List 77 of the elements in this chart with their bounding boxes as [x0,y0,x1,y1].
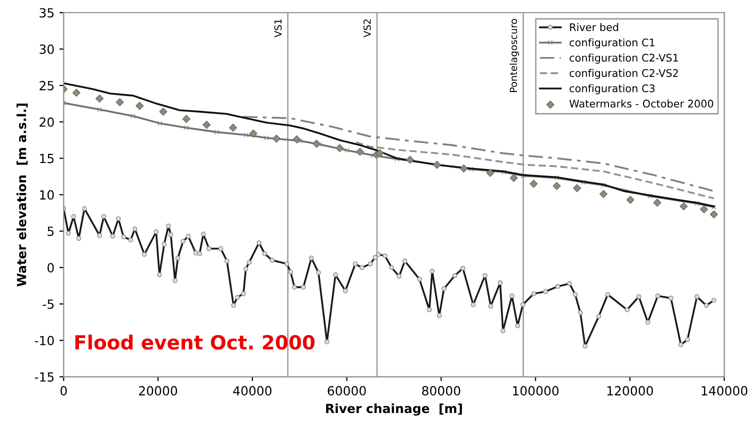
legend-label: configuration C2-VS2 [570,68,678,79]
point [344,148,350,153]
point [229,124,238,132]
point [510,174,518,182]
point [626,196,634,204]
point [72,88,80,97]
point [272,134,280,143]
y-tick-label: -10 [34,336,54,346]
line-series [355,141,715,200]
point [486,168,494,177]
ref-line-label: Pontelagoscuro [510,18,520,92]
point [406,156,414,164]
legend-label: River bed [570,23,618,32]
point [182,114,190,123]
point [184,125,189,130]
y-tick-label: 30 [40,44,54,54]
point [336,144,344,152]
x-tick-label: 0 [60,386,67,396]
legend-label: Watermarks - October 2000 [569,99,714,108]
y-tick-label: 10 [40,190,54,200]
point [530,180,538,188]
point [680,202,688,210]
point [214,130,219,135]
x-axis-title: River chainage [m] [326,403,462,416]
point [370,152,376,158]
x-tick-label: 80000 [422,386,460,396]
y-tick-label: -5 [42,300,54,309]
y-tick-label: 15 [40,154,54,164]
point [501,170,506,175]
y-tick-label: 20 [40,117,54,127]
point [552,182,561,190]
point [653,198,662,207]
point [356,148,364,156]
x-tick-label: 140000 [702,386,748,396]
point [202,120,211,129]
legend-label: configuration C3 [570,84,655,94]
y-tick-label: 25 [40,80,54,90]
annotation: Flood event Oct. 2000 [75,334,315,350]
y-tick-label: -15 [34,372,54,382]
y-tick-label: 0 [48,263,54,272]
point [130,114,136,118]
x-tick-label: 120000 [607,386,653,396]
y-tick-label: 35 [40,8,54,18]
y-axis-title: Water elevation [m a.s.l.] [16,104,28,286]
x-tick-label: 100000 [513,386,559,396]
point [96,94,104,103]
x-tick-label: 60000 [328,386,366,396]
point [264,135,270,140]
point [601,182,606,188]
x-tick-label: 20000 [139,386,178,396]
y-tick-label: 5 [48,226,54,236]
point [599,190,608,198]
point [244,132,249,138]
ref-line-label: VS2 [364,19,371,38]
point [312,140,321,148]
point [159,108,168,116]
line-series [64,100,716,210]
point [298,138,303,144]
point [292,135,301,144]
point [432,160,441,169]
point [249,130,258,138]
point [468,166,474,172]
point [700,205,708,214]
point [157,120,162,126]
point [116,98,124,106]
point [710,210,718,218]
point [460,164,468,173]
point [648,194,653,199]
point [376,149,384,158]
legend-label: configuration C2-VS1 [570,54,678,64]
ref-line-label: VS1 [274,19,282,38]
point [136,102,144,110]
point [573,184,582,192]
line-series [242,116,715,192]
x-tick-label: 40000 [233,386,272,396]
legend-label: configuration C1 [570,38,654,48]
point [97,107,102,112]
